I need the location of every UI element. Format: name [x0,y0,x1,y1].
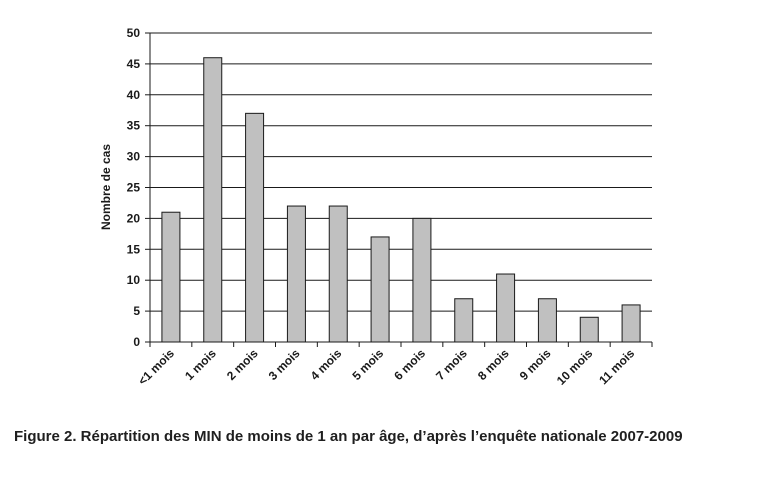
x-tick-labels: <1 mois 1 mois 2 mois 3 mois 4 mois 5 mois 6 m… [135,346,637,388]
y-tick-label: 50 [127,26,141,40]
bar [328,205,348,343]
x-tick-label: 6 mois [391,346,428,383]
y-axis-label: Nombre de cas [99,144,113,230]
x-tick-label: 7 mois [433,346,470,383]
bar-chart: 0 5 10 15 20 25 30 35 40 45 50 <1 mois 1 mois 2 mois… [99,26,653,388]
bar [537,298,557,343]
bars [161,57,641,343]
y-tick-label: 30 [127,150,141,164]
bar [286,205,306,343]
bar [245,112,265,343]
bar [454,298,474,343]
bar [161,211,181,343]
y-tick-label: 15 [127,242,141,256]
y-tick-label: 25 [127,181,141,195]
bar [412,217,432,343]
x-tick-label: 2 mois [224,346,261,383]
bar [579,316,599,343]
bar [621,304,641,343]
gridlines [150,32,652,312]
y-tick-label: 0 [133,335,140,349]
y-tick-label: 40 [127,88,141,102]
x-tick-label: <1 mois [135,346,177,388]
bar [370,236,390,343]
bar [496,273,516,343]
bar [203,57,223,343]
y-tick-label: 35 [127,119,141,133]
x-tick-label: 5 mois [349,346,386,383]
x-tick-label: 4 mois [308,346,345,383]
figure-caption: Figure 2. Répartition des MIN de moins d… [14,428,683,445]
x-tick-label: 1 mois [182,346,219,383]
x-tick-label: 8 mois [475,346,512,383]
y-tick-label: 45 [127,57,141,71]
x-tick-label: 11 mois [596,346,637,387]
y-tick-label: 10 [127,273,141,287]
y-tick-label: 20 [127,211,141,225]
y-tick-label: 5 [133,304,140,318]
x-tick-label: 3 mois [266,346,303,383]
x-tick-label: 10 mois [554,346,596,388]
x-tick-label: 9 mois [517,346,554,383]
axes [145,32,653,347]
y-tick-labels: 0 5 10 15 20 25 30 35 40 45 50 [127,26,141,349]
